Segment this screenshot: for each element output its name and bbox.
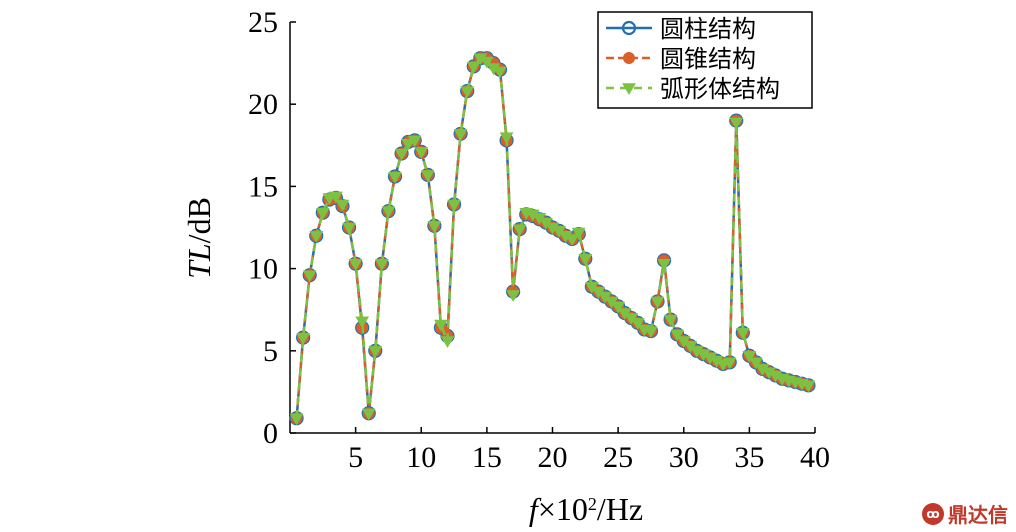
data-point — [388, 171, 402, 184]
y-tick-label: 10 — [248, 253, 278, 286]
legend-entry: 圆锥结构 — [606, 45, 756, 73]
legend-marker — [623, 52, 635, 64]
data-point — [420, 170, 435, 182]
legend-entry: 圆柱结构 — [606, 15, 756, 43]
y-tick-label: 5 — [263, 335, 278, 368]
data-point — [630, 318, 645, 330]
data-point — [407, 135, 422, 148]
data-point — [361, 408, 376, 421]
data-point — [506, 290, 520, 302]
data-point — [611, 301, 625, 314]
legend-label: 圆锥结构 — [660, 45, 756, 73]
data-point — [749, 357, 763, 370]
data-point — [355, 316, 370, 329]
x-tick-label: 15 — [472, 441, 502, 474]
legend-entry: 弧形体结构 — [606, 75, 780, 103]
data-point — [801, 380, 816, 393]
x-tick-label: 35 — [734, 441, 764, 474]
series-layer — [289, 51, 816, 426]
data-point — [381, 206, 396, 219]
series-3 — [289, 53, 816, 426]
watermark-logo-icon: ꝏ — [922, 502, 944, 525]
x-tick-label: 5 — [348, 441, 363, 474]
data-point — [735, 328, 750, 340]
data-point — [434, 319, 448, 332]
data-point — [466, 61, 481, 74]
legend-marker — [622, 83, 636, 95]
y-tick-label: 0 — [263, 417, 278, 450]
y-tick-label: 25 — [248, 6, 278, 39]
x-tick-label: 40 — [800, 441, 830, 474]
data-point — [499, 132, 514, 145]
y-tick-label: 20 — [248, 88, 278, 121]
data-point — [302, 270, 317, 283]
data-point — [394, 148, 409, 161]
data-point — [657, 258, 671, 271]
data-point — [329, 191, 343, 204]
data-point — [368, 346, 383, 358]
y-tick-label: 15 — [248, 170, 278, 203]
x-tick-label: 25 — [603, 441, 633, 474]
data-point — [742, 351, 757, 363]
data-point — [342, 222, 356, 235]
data-point — [460, 86, 475, 99]
data-point — [427, 221, 442, 233]
data-point — [309, 231, 324, 243]
data-point — [335, 199, 350, 212]
legend-marker — [621, 20, 637, 36]
data-point — [296, 332, 310, 345]
x-tick-label: 20 — [538, 441, 568, 474]
watermark: ꝏ 鼎达信 — [922, 499, 1008, 528]
data-point — [414, 147, 429, 159]
x-tick-label: 10 — [406, 441, 436, 474]
data-point — [315, 208, 330, 220]
data-point — [447, 199, 461, 212]
legend-label: 圆柱结构 — [660, 15, 756, 43]
data-point — [289, 413, 304, 426]
data-point — [565, 234, 580, 246]
data-point — [375, 258, 389, 271]
data-point — [440, 336, 455, 348]
x-axis-title: f×102/Hz — [529, 491, 643, 527]
x-tick-label: 30 — [669, 441, 699, 474]
data-point — [722, 357, 737, 370]
y-axis-title: TL/dB — [181, 197, 217, 279]
data-point — [670, 329, 685, 342]
data-point — [663, 314, 678, 327]
ticks-layer: 5 10 15 20 25 30 35 40 0 5 10 15 20 25 — [248, 6, 830, 474]
data-point — [401, 138, 415, 151]
data-point — [650, 296, 665, 309]
data-point — [480, 56, 494, 69]
data-point — [644, 326, 658, 339]
legend-label: 弧形体结构 — [660, 75, 780, 103]
data-point — [578, 254, 593, 266]
data-point — [571, 227, 586, 240]
data-point — [729, 117, 744, 130]
watermark-text: 鼎达信 — [948, 503, 1008, 527]
data-point — [512, 224, 527, 237]
data-point — [348, 258, 363, 271]
data-point — [453, 129, 468, 141]
data-point — [493, 66, 507, 79]
